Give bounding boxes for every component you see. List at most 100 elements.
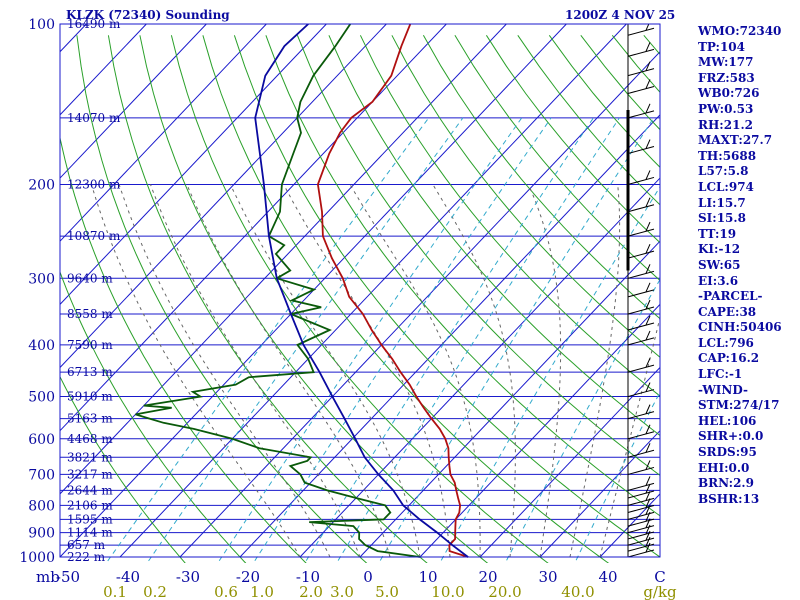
wind-barb-flag (645, 299, 651, 310)
wind-barb (627, 543, 655, 552)
mixing-ratio-label: 10.0 (431, 583, 464, 600)
temperature-tick-label: 20 (478, 568, 497, 586)
dry-adiabat-line (139, 35, 489, 563)
wind-barb (627, 389, 655, 398)
chart-title: KLZK (72340) Sounding (66, 8, 230, 22)
wind-barb-flag (645, 536, 651, 547)
wind-barb (627, 110, 655, 119)
wind-barb-flag (645, 79, 651, 89)
height-label: 4468 m (67, 432, 113, 446)
height-label: 3217 m (67, 467, 113, 481)
mixing-ratio-label: 5.0 (375, 583, 399, 600)
isotherm-line (60, 24, 207, 179)
wind-barb-flag (645, 443, 651, 453)
wind-barb-flag (645, 330, 651, 341)
mixing-ratio-label: 40.0 (561, 583, 594, 600)
index-line: TP:104 (698, 39, 746, 54)
pressure-tick-label: 200 (28, 177, 55, 193)
pressure-axis-label: mb (36, 568, 60, 586)
mixing-ratio-line (304, 117, 594, 563)
wind-barb (627, 27, 655, 36)
index-line: STM:274/17 (698, 398, 780, 413)
wind-barb (627, 68, 655, 77)
height-label: 8558 m (67, 307, 113, 321)
wind-barb (627, 449, 655, 458)
wind-barb (627, 490, 655, 499)
height-label: 5910 m (67, 390, 113, 404)
wind-barb (627, 364, 655, 373)
moist-adiabat-line (91, 184, 301, 558)
index-line: WMO:72340 (698, 24, 782, 38)
moist-adiabat-line (150, 184, 361, 558)
index-line: HEL:106 (698, 413, 757, 428)
index-line: KI:-12 (698, 242, 741, 257)
temperature-tick-label: -30 (176, 568, 200, 586)
wind-barb (627, 306, 655, 315)
mixing-ratio-label: 0.1 (103, 583, 127, 600)
wind-barb (627, 322, 655, 331)
wind-barb-flag (645, 170, 651, 180)
isotherm-line (60, 24, 327, 306)
wind-barb-flag (645, 61, 651, 71)
wind-barb (627, 482, 655, 491)
wind-barb-flag (645, 282, 651, 293)
index-line: TH:5688 (698, 148, 757, 163)
isotherm-line (479, 366, 660, 558)
index-line: BRN:2.9 (698, 476, 754, 491)
temperature-tick-label: 0 (363, 568, 373, 586)
isotherm-line (60, 24, 507, 495)
moist-adiabat-line (528, 184, 562, 558)
wind-barb (627, 176, 655, 185)
index-line: SW:65 (698, 257, 741, 272)
mixing-ratio-lines (105, 117, 660, 563)
chart-time: 1200Z 4 NOV 25 (565, 8, 676, 22)
wind-barb-flag (645, 243, 651, 254)
wind-barb-flag (645, 476, 651, 486)
mixing-ratio-label: 0.2 (143, 583, 167, 600)
dry-adiabat-lines (60, 34, 660, 563)
wind-barb (627, 48, 655, 57)
wind-barb (627, 270, 655, 279)
index-line: -WIND- (698, 382, 748, 397)
wind-barb (627, 549, 655, 558)
wind-barb (627, 537, 655, 546)
isotherm-line (539, 429, 660, 558)
index-line: LCL:974 (698, 179, 754, 194)
dry-adiabat-line (76, 35, 368, 563)
dry-adiabat-line (107, 35, 428, 563)
isotherm-line (0, 24, 26, 557)
mixing-ratio-line (504, 278, 660, 563)
dry-adiabat-line (233, 35, 660, 558)
height-label: 2106 m (67, 498, 113, 512)
height-label: 222 m (67, 550, 106, 564)
dry-adiabat-line (60, 375, 186, 563)
moist-adiabat-lines (91, 184, 660, 558)
wind-barb-flag (645, 103, 651, 114)
index-line: WB0:726 (698, 86, 760, 101)
height-label: 12300 m (67, 177, 121, 191)
pressure-tick-label: 800 (28, 498, 55, 514)
isotherm-line (359, 240, 660, 558)
index-line: -PARCEL- (698, 289, 763, 304)
wind-barb (627, 525, 655, 534)
dry-adiabat-line (391, 35, 660, 358)
height-label: 10870 m (67, 229, 121, 243)
temperature-tick-label: -10 (296, 568, 320, 586)
temperature-tick-label: -40 (116, 568, 140, 586)
height-label: 657 m (67, 538, 106, 552)
height-label: 1114 m (67, 526, 113, 540)
isotherm-line (119, 24, 627, 558)
temperature-tick-label: -20 (236, 568, 260, 586)
wind-barb-flag (645, 315, 651, 326)
wind-barb-flag (645, 24, 650, 31)
wind-barb (627, 204, 655, 213)
mixing-ratio-label: 2.0 (299, 583, 323, 600)
wind-barb-flag (645, 357, 651, 368)
wind-barb-flag (645, 542, 651, 553)
index-line: L57:5.8 (698, 164, 749, 179)
pressure-tick-label: 500 (28, 390, 55, 406)
mixing-ratio-line (252, 117, 552, 563)
height-label: 6713 m (67, 365, 113, 379)
